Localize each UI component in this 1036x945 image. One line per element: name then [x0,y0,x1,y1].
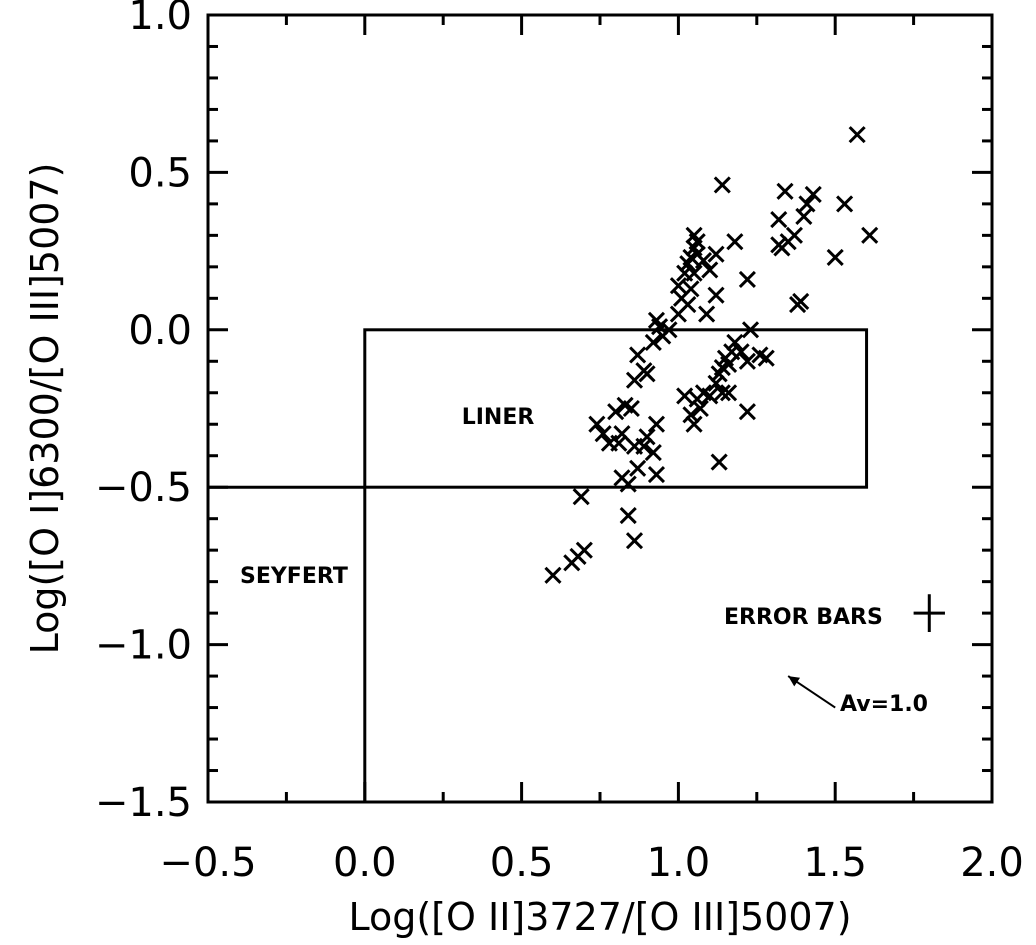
data-point [726,233,744,251]
data-point [691,399,709,418]
liner-region-box [363,328,869,489]
data-point [625,532,644,550]
data-point [701,261,719,279]
data-point [676,387,694,405]
data-point [619,506,637,525]
x-tick-label: −0.5 [159,840,256,886]
y-tick-label: −0.5 [95,465,192,511]
data-point [682,406,700,424]
data-point [647,415,666,433]
data-point [544,566,562,584]
data-point [647,311,666,329]
data-point [701,387,719,405]
y-tick-label: −1.0 [95,623,192,669]
data-point [732,343,750,361]
data-point [798,195,816,213]
data-point [685,415,703,433]
data-point [638,365,656,383]
data-point [676,264,694,282]
data-point [685,226,703,244]
data-point [629,346,647,364]
plot-frame-layer [206,13,994,804]
data-point [622,399,640,418]
data-point [572,488,590,506]
x-tick-label: 0.0 [333,840,397,886]
tick-layer: −0.5 0.0 0.5 1.0 1.5 2.0 −1.5 −1.0 −0.5 0.0 0.5 1.0 [95,0,1024,886]
data-point [698,305,716,323]
x-tick-label: 1.5 [803,840,867,886]
data-point [713,176,731,194]
y-tick-label: −1.5 [95,780,192,826]
data-point [776,182,794,200]
data-point [738,270,756,288]
data-point [660,321,678,339]
data-point [629,459,647,477]
data-point [707,286,725,304]
data-point [635,437,653,455]
y-tick-label: 0.5 [128,150,192,196]
data-point [613,425,631,443]
data-point [638,428,656,446]
y-tick-label: 1.0 [128,0,192,39]
data-point [647,466,666,484]
data-point [792,292,810,311]
x-tick-label: 2.0 [960,840,1024,886]
data-point [861,226,879,244]
data-point [848,126,866,144]
x-tick-label: 0.5 [490,840,554,886]
seyfert-region-label: SEYFERT [240,564,348,589]
data-point [738,352,756,370]
liner-region-label: LINER [462,405,535,430]
y-axis-title: Log([O I]6300/[O III]5007) [23,163,67,655]
data-point [669,277,687,295]
plot-frame [206,13,994,804]
data-point [836,195,854,213]
data-point [713,384,731,402]
data-points-layer [544,126,879,584]
error-bars-label: ERROR BARS [724,605,883,630]
data-point [770,211,788,229]
data-point [726,333,744,351]
x-axis-title: Log([O II]3727/[O III]5007) [348,895,851,939]
data-point [575,541,593,559]
reddening-vector-arrowhead [788,676,801,687]
data-point [720,384,738,402]
data-point [679,296,697,314]
data-point [688,245,706,263]
data-point [644,444,662,462]
data-point [785,226,803,244]
data-point [741,321,760,339]
y-tick-label: 0.0 [128,308,192,354]
data-point [720,355,738,373]
data-point [588,415,606,433]
data-point [682,280,700,298]
reddening-vector-label: Av=1.0 [840,692,928,717]
data-point [707,245,725,263]
data-point [826,248,844,266]
x-tick-label: 1.0 [647,840,711,886]
data-point [610,434,628,452]
data-point [707,374,725,392]
data-point [795,207,813,226]
data-point [619,475,637,493]
data-point [594,425,612,443]
data-point [607,403,625,421]
data-point [804,185,822,203]
annotation-layer: LINER SEYFERT ERROR BARS Av=1.0 [240,405,945,717]
data-point [644,333,662,351]
data-point [710,453,728,471]
data-point [738,403,756,421]
data-point [757,349,775,367]
region-layer [208,328,869,802]
